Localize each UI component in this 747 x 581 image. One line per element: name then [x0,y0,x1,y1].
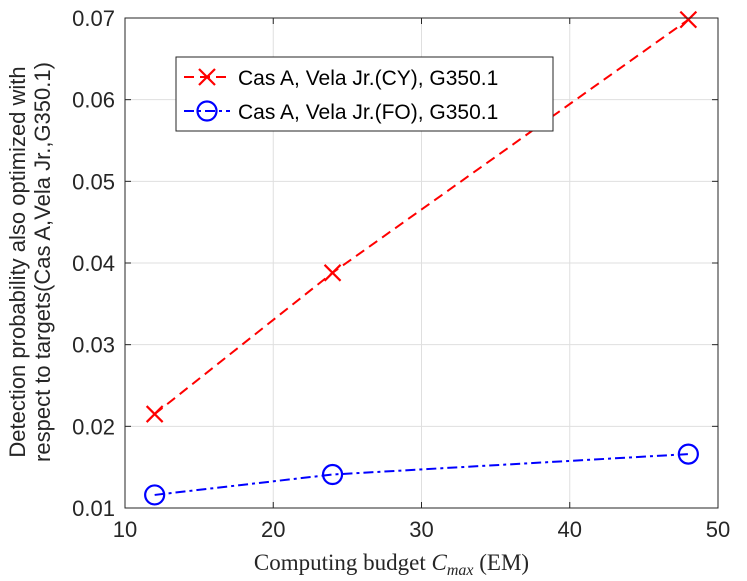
y-tick-label: 0.01 [72,496,115,521]
y-axis-label-line-2: respect to targets(Cas A,Vela Jr.,G350.1… [30,62,55,462]
data-point [679,10,698,29]
legend-label: Cas A, Vela Jr.(CY), G350.1 [238,67,498,90]
y-tick-label: 0.02 [72,414,115,439]
legend-marker [198,68,216,86]
x-axis-label-prefix: Computing budget [254,550,432,575]
x-axis-label-var: C [432,550,448,575]
data-point [677,443,699,465]
x-tick-label: 30 [409,517,433,542]
y-tick-label: 0.03 [72,333,115,358]
data-point [145,405,164,423]
x-tick-label: 10 [113,517,137,542]
y-tick-label: 0.06 [72,88,115,113]
x-axis-label-sub: max [447,562,474,579]
x-tick-label: 20 [261,517,285,542]
x-tick-label: 50 [706,517,730,542]
legend-marker [196,100,218,122]
legend-box [175,56,554,132]
series-1 [145,10,698,423]
data-point [321,463,344,486]
legend-entry: Cas A, Vela Jr.(FO), G350.1 [184,100,498,124]
y-tick-label: 0.05 [72,169,115,194]
legend-label: Cas A, Vela Jr.(FO), G350.1 [238,101,498,124]
tick-labels: 10 20 30 40 50 0.01 0.02 0.03 0.04 0.05 0.06 0.07 [72,6,730,542]
y-tick-label: 0.04 [72,251,115,276]
ticks [124,17,719,509]
y-axis-label-line-1: Detection probability also optimized wit… [5,66,30,457]
y-axis-label: Detection probability also optimized wit… [5,62,55,462]
data-point [144,484,166,506]
x-axis-label-suffix: (EM) [474,550,530,575]
y-tick-label: 0.07 [72,6,115,31]
data-point [323,264,342,282]
legend: Cas A, Vela Jr.(CY), G350.1 Cas A, Vela J… [175,56,554,132]
series-layer [144,10,699,506]
x-tick-label: 40 [558,517,582,542]
legend-entry: Cas A, Vela Jr.(CY), G350.1 [184,67,498,90]
x-axis-label: Computing budget Cmax (EM) [254,550,529,579]
series-2 [144,443,699,506]
